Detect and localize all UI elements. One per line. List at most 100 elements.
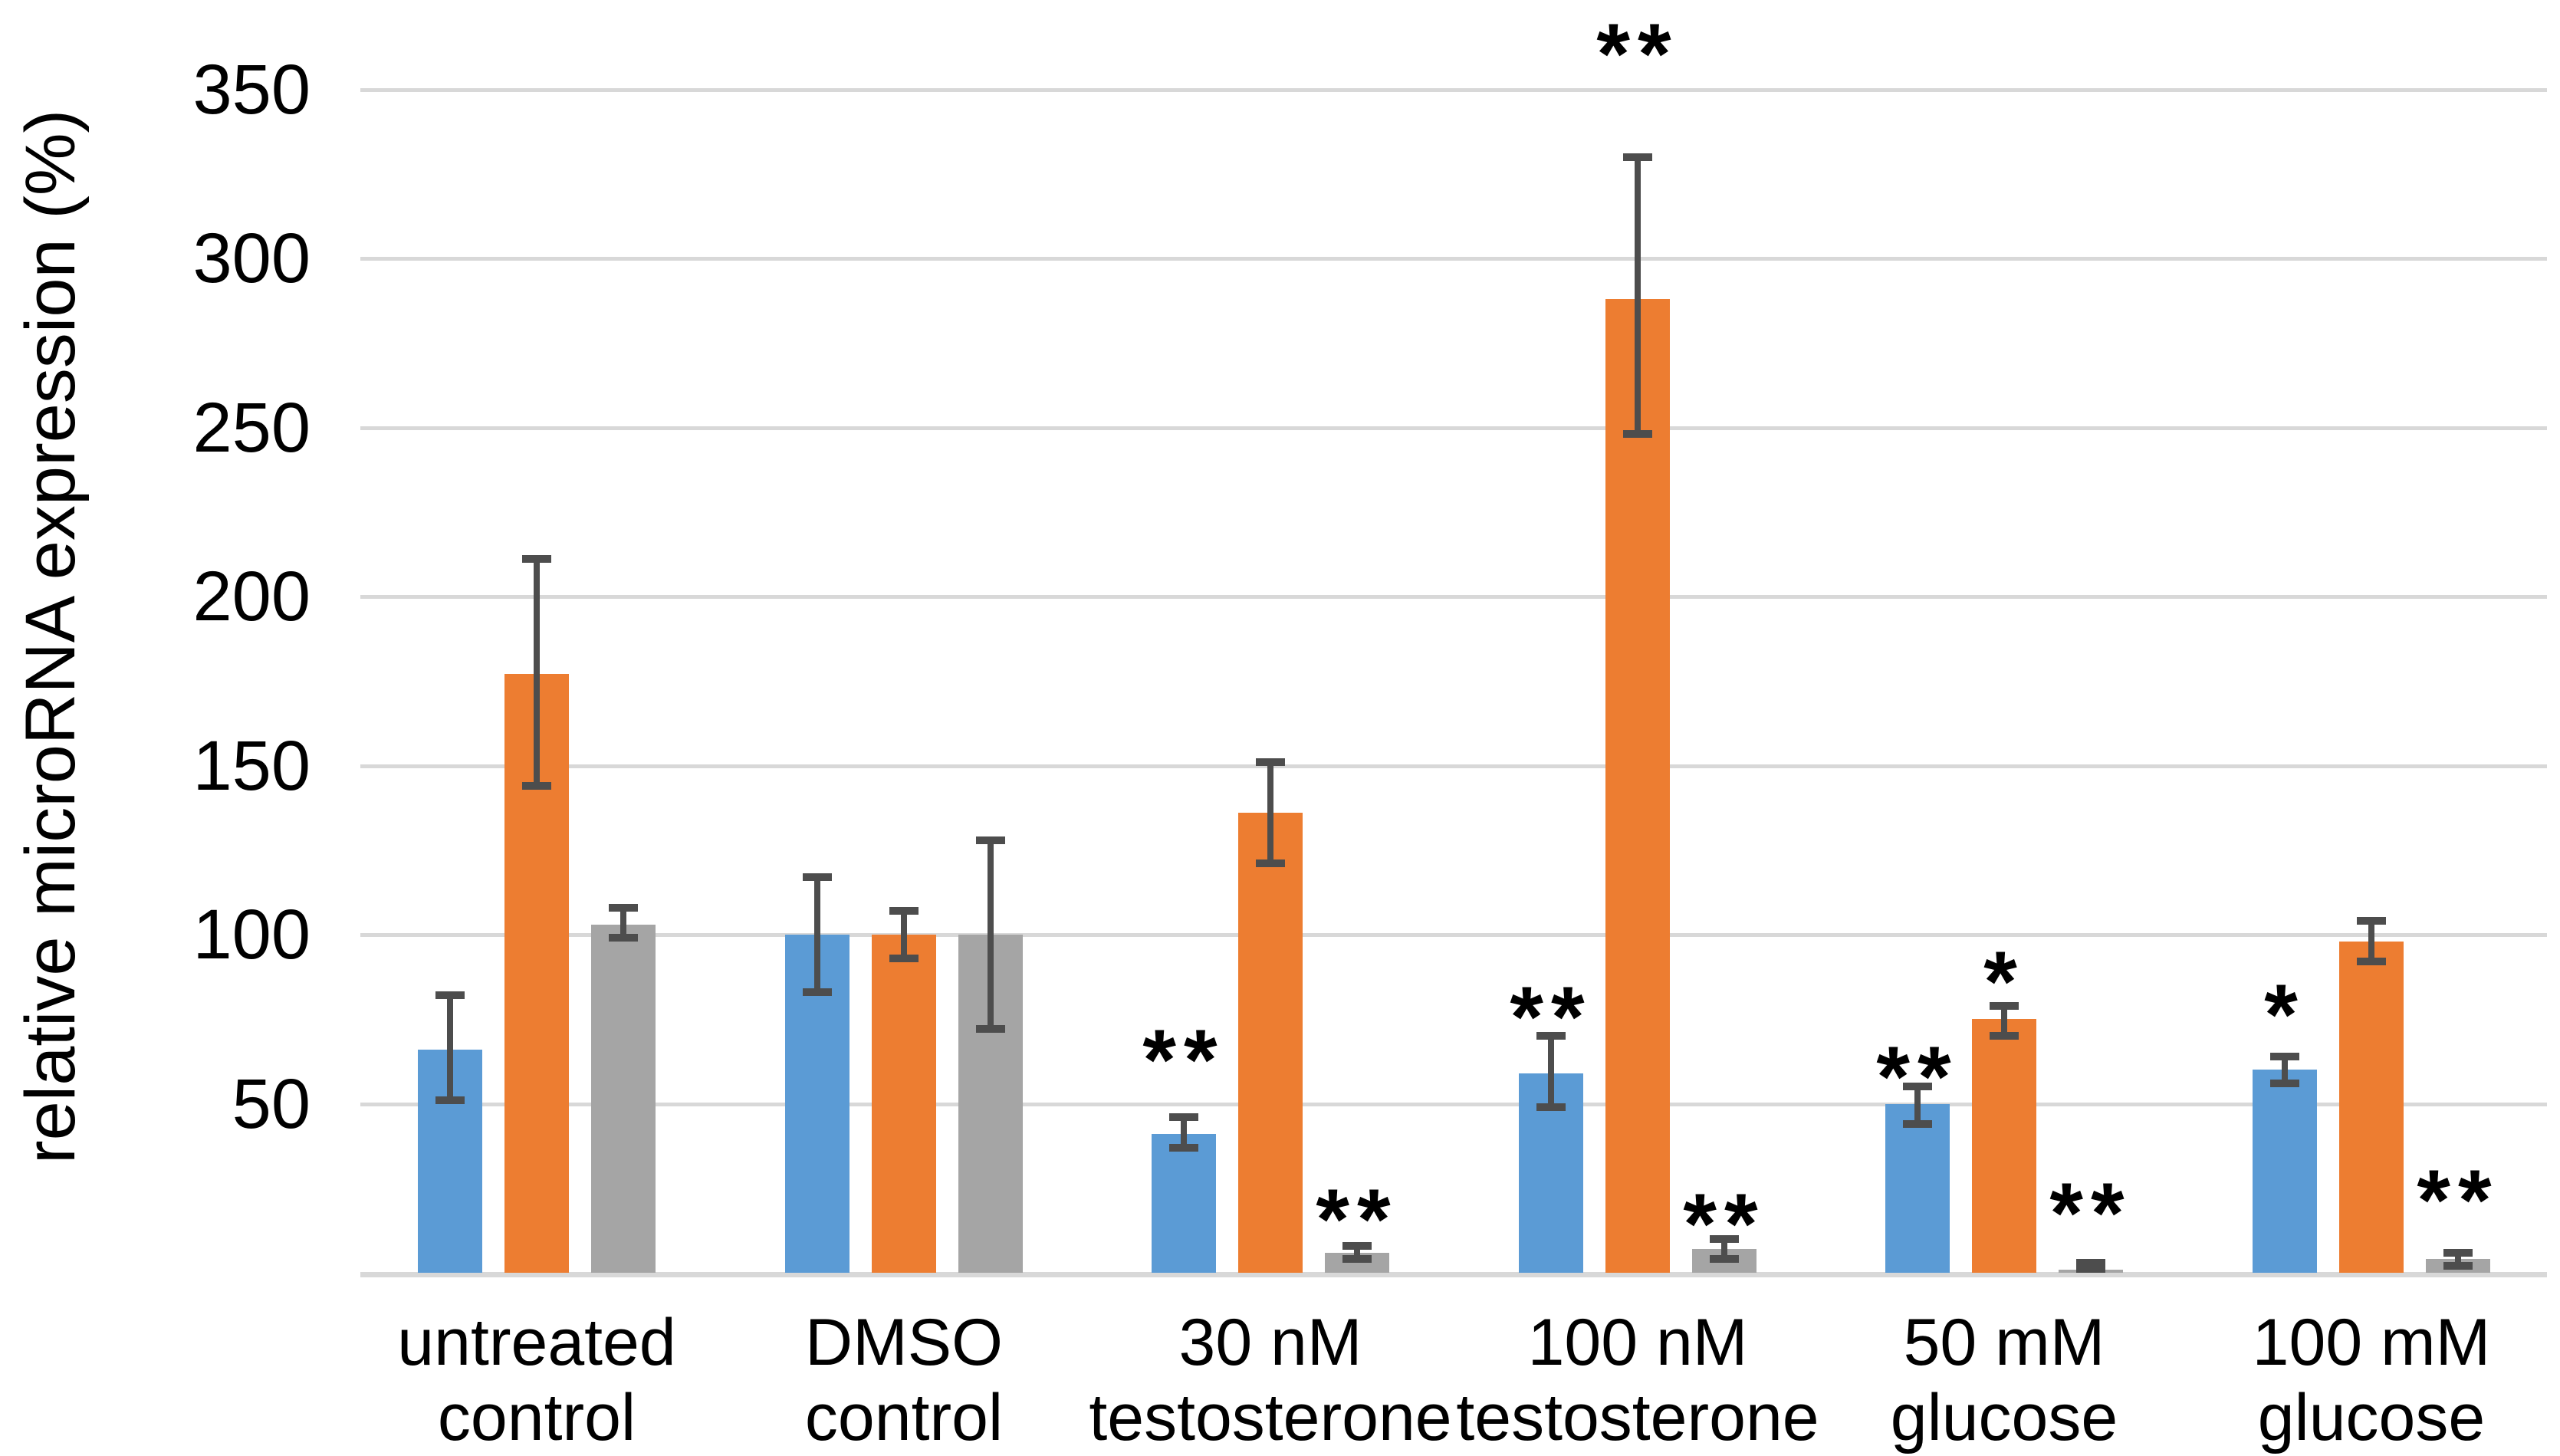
- error-bar-cap-bottom: [1710, 1255, 1739, 1264]
- significance-marker: **: [1316, 1171, 1398, 1267]
- category-label-line: control: [437, 1381, 636, 1454]
- error-bar-cap-top: [522, 555, 551, 564]
- error-bar-cap-bottom: [1623, 430, 1652, 439]
- error-bar-line: [1721, 1238, 1727, 1260]
- gridline: [360, 595, 2547, 599]
- significance-marker: **: [1683, 1175, 1766, 1272]
- error-bar-cap-bottom: [2270, 1080, 2299, 1088]
- error-bar-cap-bottom: [1536, 1103, 1566, 1111]
- category-label: 100 mM glucose: [2172, 1305, 2560, 1455]
- error-bar-cap-top: [1710, 1234, 1739, 1243]
- category-label-line: glucose: [1890, 1381, 2118, 1454]
- error-bar-line: [620, 907, 626, 938]
- significance-marker: **: [2049, 1165, 2132, 1261]
- category-label-line: untreated: [397, 1306, 676, 1379]
- category-label-line: glucose: [2257, 1381, 2486, 1454]
- error-bar-cap-bottom: [1169, 1143, 1198, 1152]
- error-bar-cap-top: [435, 991, 465, 1000]
- y-tick-label: 350: [192, 50, 311, 129]
- category-label: 50 mM glucose: [1805, 1305, 2203, 1455]
- error-bar-line: [534, 559, 540, 786]
- gridline: [360, 764, 2547, 768]
- error-bar-line: [2455, 1252, 2461, 1267]
- y-tick-label: 150: [192, 726, 311, 805]
- significance-marker: *: [2264, 966, 2305, 1063]
- error-bar-cap-bottom: [889, 954, 919, 962]
- error-bar-line: [901, 911, 907, 958]
- error-bar-cap-top: [1169, 1113, 1198, 1122]
- error-bar-cap-bottom: [2076, 1265, 2105, 1273]
- significance-marker: **: [2417, 1152, 2499, 1248]
- significance-marker: **: [1596, 5, 1679, 102]
- category-label-line: control: [804, 1381, 1004, 1454]
- error-bar-cap-top: [1256, 758, 1285, 767]
- bar-blue: [1885, 1103, 1950, 1273]
- error-bar-cap-top: [2357, 917, 2386, 925]
- bar-blue: [2253, 1070, 2317, 1273]
- error-bar-cap-bottom: [1256, 859, 1285, 868]
- y-tick-label: 50: [232, 1064, 311, 1143]
- error-bar-cap-top: [2443, 1248, 2473, 1257]
- significance-marker: **: [1142, 1012, 1225, 1109]
- y-tick-label: 200: [192, 557, 311, 636]
- error-bar-cap-bottom: [1342, 1255, 1372, 1264]
- error-bar-cap-bottom: [803, 988, 832, 996]
- bar-orange: [872, 935, 936, 1273]
- error-bar-line: [1635, 156, 1641, 435]
- significance-marker: *: [1983, 933, 2025, 1030]
- y-tick-label: 250: [192, 388, 311, 467]
- category-label-line: testosterone: [1456, 1381, 1819, 1454]
- category-label: 30 nM testosterone: [1071, 1305, 1470, 1455]
- bar-blue: [1152, 1134, 1216, 1273]
- error-bar-line: [447, 995, 453, 1101]
- gridline: [360, 1102, 2547, 1106]
- y-tick-label: 100: [192, 896, 311, 974]
- significance-marker: **: [1876, 1029, 1959, 1126]
- category-label: untreated control: [337, 1305, 736, 1455]
- error-bar-line: [2001, 1005, 2007, 1037]
- error-bar-cap-bottom: [609, 934, 638, 942]
- gridline: [360, 426, 2547, 430]
- significance-marker: **: [1510, 969, 1592, 1066]
- error-bar-cap-bottom: [435, 1096, 465, 1105]
- x-axis-line: [360, 1272, 2547, 1277]
- bar-orange: [1238, 813, 1303, 1273]
- bar-orange: [1605, 298, 1670, 1273]
- error-bar-cap-top: [1903, 1083, 1932, 1091]
- error-bar-cap-bottom: [522, 781, 551, 790]
- error-bar-cap-top: [1990, 1001, 2019, 1010]
- y-tick-label: 300: [192, 219, 311, 297]
- category-label-line: 100 mM: [2252, 1306, 2491, 1379]
- bar-gray: [591, 924, 656, 1273]
- error-bar-line: [1914, 1086, 1921, 1124]
- error-bar-cap-top: [889, 907, 919, 915]
- category-label-line: 30 nM: [1178, 1306, 1362, 1379]
- error-bar-cap-bottom: [2443, 1262, 2473, 1270]
- error-bar-line: [1354, 1245, 1360, 1260]
- error-bar-line: [988, 840, 994, 1030]
- error-bar-cap-bottom: [1903, 1119, 1932, 1128]
- error-bar-cap-top: [2270, 1052, 2299, 1060]
- error-bar-line: [2368, 921, 2374, 962]
- error-bar-cap-top: [803, 873, 832, 882]
- category-label-line: testosterone: [1089, 1381, 1452, 1454]
- error-bar-line: [1267, 762, 1273, 864]
- error-bar-cap-bottom: [1990, 1032, 2019, 1040]
- error-bar-cap-top: [2076, 1258, 2105, 1267]
- category-label: 100 nM testosterone: [1438, 1305, 1837, 1455]
- gridline: [360, 87, 2547, 92]
- category-label: DMSO control: [705, 1305, 1103, 1455]
- error-bar-cap-top: [1536, 1032, 1566, 1040]
- error-bar-line: [2282, 1056, 2288, 1084]
- category-label-line: 100 nM: [1527, 1306, 1748, 1379]
- gridline: [360, 257, 2547, 261]
- error-bar-cap-top: [1623, 153, 1652, 161]
- error-bar-cap-top: [1342, 1241, 1372, 1250]
- category-label-line: 50 mM: [1903, 1306, 2105, 1379]
- gridline: [360, 933, 2547, 937]
- error-bar-line: [1181, 1117, 1187, 1148]
- category-label-line: DMSO: [805, 1306, 1003, 1379]
- error-bar-line: [1548, 1036, 1554, 1107]
- error-bar-cap-top: [976, 836, 1005, 844]
